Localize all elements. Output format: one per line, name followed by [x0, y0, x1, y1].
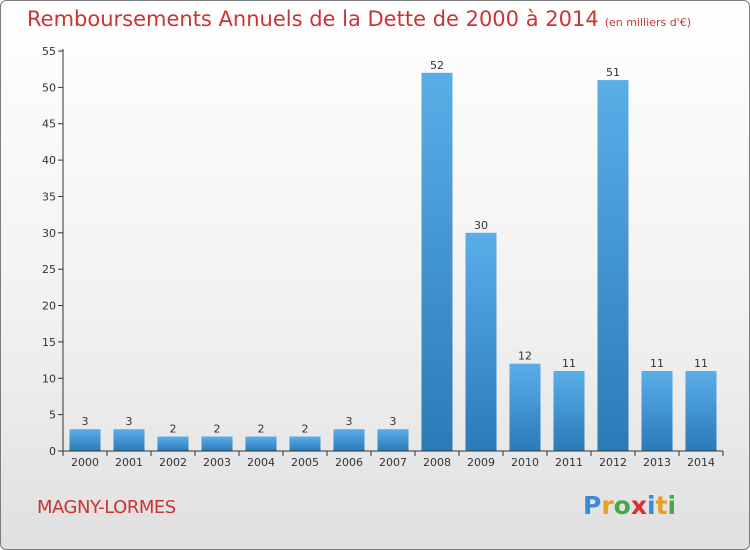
chart-title: Remboursements Annuels de la Dette de 20…	[27, 7, 691, 31]
value-label-2007: 3	[390, 415, 397, 428]
x-tick-label-2000: 2000	[71, 456, 99, 469]
bar-2000	[69, 429, 101, 451]
value-label-2011: 11	[562, 357, 576, 370]
bar-2014	[685, 371, 717, 451]
x-tick-label-2011: 2011	[555, 456, 583, 469]
x-tick-label-2004: 2004	[247, 456, 275, 469]
y-tick-label-30: 30	[42, 227, 56, 240]
x-tick-label-2006: 2006	[335, 456, 363, 469]
bar-2011	[553, 371, 585, 451]
value-label-2012: 51	[606, 66, 620, 79]
value-label-2014: 11	[694, 357, 708, 370]
logo-letter: i	[647, 491, 656, 520]
x-tick-label-2005: 2005	[291, 456, 319, 469]
bar-2004	[245, 436, 277, 451]
value-label-2000: 3	[82, 415, 89, 428]
x-tick-label-2001: 2001	[115, 456, 143, 469]
y-tick-label-55: 55	[42, 45, 56, 58]
y-tick-label-5: 5	[49, 409, 56, 422]
bar-2002	[157, 436, 189, 451]
logo-letter: t	[655, 491, 668, 520]
x-tick-label-2010: 2010	[511, 456, 539, 469]
bar-2003	[201, 436, 233, 451]
logo-letter: x	[630, 491, 647, 520]
y-tick-label-10: 10	[42, 372, 56, 385]
bar-2009	[465, 232, 497, 451]
value-label-2010: 12	[518, 350, 532, 363]
value-label-2006: 3	[346, 415, 353, 428]
x-tick-label-2009: 2009	[467, 456, 495, 469]
logo-letter: P	[583, 491, 602, 520]
commune-name: MAGNY-LORMES	[37, 497, 176, 518]
x-tick-label-2007: 2007	[379, 456, 407, 469]
bars-group: 3 3 2 2 2 2 3 3 52 30 12 11 51 11 11	[69, 59, 717, 452]
bar-2006	[333, 429, 365, 451]
y-tick-label-0: 0	[49, 445, 56, 458]
value-label-2004: 2	[258, 423, 265, 436]
bar-2007	[377, 429, 409, 451]
y-tick-label-40: 40	[42, 154, 56, 167]
y-tick-label-45: 45	[42, 118, 56, 131]
proxiti-logo: Proxiti	[583, 491, 676, 520]
x-tick-label-2008: 2008	[423, 456, 451, 469]
bar-2010	[509, 363, 541, 451]
logo-letter: i	[667, 491, 677, 520]
value-label-2013: 11	[650, 357, 664, 370]
axes-group: 2000 2001 2002 2003 2004 2005 2006 2007 2008 2009…	[42, 45, 724, 469]
chart-title-text: Remboursements Annuels de la Dette de 20…	[27, 7, 599, 31]
value-label-2005: 2	[302, 423, 309, 436]
value-label-2009: 30	[474, 219, 488, 232]
x-tick-label-2014: 2014	[687, 456, 715, 469]
bar-2008	[421, 72, 453, 452]
bar-2012	[597, 80, 629, 451]
y-tick-label-25: 25	[42, 263, 56, 276]
x-tick-label-2012: 2012	[599, 456, 627, 469]
bar-2001	[113, 429, 145, 451]
x-tick-label-2002: 2002	[159, 456, 187, 469]
value-label-2003: 2	[214, 423, 221, 436]
y-tick-label-50: 50	[42, 81, 56, 94]
y-tick-label-35: 35	[42, 191, 56, 204]
y-tick-label-20: 20	[42, 300, 56, 313]
x-tick-label-2003: 2003	[203, 456, 231, 469]
logo-letter: o	[613, 491, 631, 520]
y-tick-label-15: 15	[42, 336, 56, 349]
bar-2005	[289, 436, 321, 451]
logo-letter: r	[601, 491, 614, 520]
value-label-2001: 3	[126, 415, 133, 428]
bar-2013	[641, 371, 673, 451]
unit-note: (en milliers d'€)	[604, 16, 691, 29]
value-label-2008: 52	[430, 59, 444, 72]
x-tick-label-2013: 2013	[643, 456, 671, 469]
value-label-2002: 2	[170, 423, 177, 436]
